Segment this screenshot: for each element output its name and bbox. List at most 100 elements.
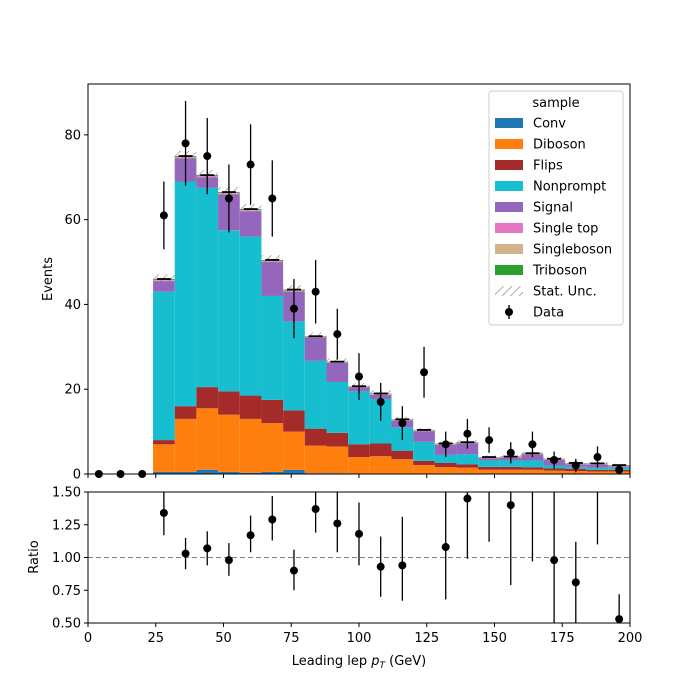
bar-conv xyxy=(174,471,197,474)
bar-diboson xyxy=(153,444,175,472)
bar-nonprompt xyxy=(174,181,197,407)
ratio-y-axis-label: Ratio xyxy=(27,540,42,573)
bar-nonprompt xyxy=(153,291,175,441)
ratio-point xyxy=(333,519,342,528)
bar-flips xyxy=(586,469,609,472)
x-tick-label: 200 xyxy=(618,631,643,646)
bar-signal xyxy=(521,454,544,461)
ratio-point xyxy=(246,531,255,540)
data-point xyxy=(593,453,602,462)
ratio-point xyxy=(203,544,212,553)
data-point xyxy=(506,448,515,457)
ratio-point xyxy=(355,529,363,538)
bar-nonprompt xyxy=(304,360,327,429)
data-point xyxy=(203,152,212,161)
ratio-y-tick-label: 1.25 xyxy=(52,518,81,533)
data-point xyxy=(224,194,233,203)
bar-signal xyxy=(239,211,262,237)
bar-flips xyxy=(413,460,435,466)
ratio-point xyxy=(268,515,277,524)
bar-flips xyxy=(261,399,284,424)
ratio-point xyxy=(615,615,624,624)
bar-diboson xyxy=(521,469,544,474)
bar-conv xyxy=(196,469,219,474)
ratio-point xyxy=(181,549,190,558)
bar-signal xyxy=(261,262,284,296)
y-tick-label: 40 xyxy=(64,298,81,313)
bar-diboson xyxy=(391,459,414,474)
top-x-ticks xyxy=(87,474,631,478)
data-point xyxy=(485,436,494,445)
bar-nonprompt xyxy=(456,454,479,465)
ratio-point xyxy=(571,578,580,587)
bar-flips xyxy=(239,395,262,419)
data-point xyxy=(246,160,255,169)
x-tick-label: 50 xyxy=(215,631,232,646)
bar-diboson xyxy=(369,456,392,474)
ratio-point xyxy=(506,501,515,510)
bar-diboson xyxy=(283,431,305,470)
bar-nonprompt xyxy=(218,230,240,392)
bar-nonprompt xyxy=(369,398,392,444)
x-tick-label: 0 xyxy=(84,631,92,646)
bar-signal xyxy=(478,458,500,461)
bar-nonprompt xyxy=(499,460,522,467)
legend-swatch xyxy=(495,160,523,170)
bar-signal xyxy=(153,281,175,292)
legend-swatch-unc xyxy=(495,286,523,296)
legend-label: Single top xyxy=(533,222,598,237)
data-point xyxy=(398,419,407,428)
data-point xyxy=(159,211,168,220)
bar-diboson xyxy=(499,469,522,474)
bar-flips xyxy=(499,466,522,470)
data-point xyxy=(528,440,537,449)
bar-flips xyxy=(196,387,219,409)
ratio-point xyxy=(311,505,320,514)
bar-diboson xyxy=(304,445,327,474)
bar-diboson xyxy=(413,465,435,474)
bar-diboson xyxy=(326,446,349,474)
legend-swatch xyxy=(495,223,523,233)
data-point xyxy=(181,139,190,148)
y-tick-label: 20 xyxy=(64,383,81,398)
legend-swatch xyxy=(495,181,523,191)
data-point xyxy=(420,368,429,377)
x-axis-label-unit: (GeV) xyxy=(389,654,426,669)
data-point xyxy=(550,456,559,465)
x-tick-label: 100 xyxy=(347,631,372,646)
top-y-axis-label: Events xyxy=(41,257,56,301)
ratio-y-tick-label: 0.50 xyxy=(52,617,81,632)
data-point xyxy=(571,461,580,470)
legend-label: Triboson xyxy=(532,264,587,279)
bar-flips xyxy=(218,391,240,415)
bar-diboson xyxy=(196,408,219,470)
legend: sample Conv Diboson Flips Nonprompt Signal Si… xyxy=(488,90,624,326)
legend-title: sample xyxy=(532,96,579,111)
bar-conv xyxy=(153,471,175,474)
legend-swatch xyxy=(495,202,523,212)
y-tick-label: 60 xyxy=(64,213,81,228)
bar-nonprompt xyxy=(521,460,544,468)
bar-nonprompt xyxy=(261,295,284,400)
ratio-point xyxy=(289,566,298,575)
legend-label: Singleboson xyxy=(533,243,612,258)
bar-flips xyxy=(369,443,392,457)
bar-signal xyxy=(326,362,349,383)
bar-diboson xyxy=(434,467,457,474)
y-tick-label: 80 xyxy=(64,128,81,143)
bar-diboson xyxy=(218,414,240,472)
ratio-y-tick-label: 1.50 xyxy=(52,486,81,501)
bar-diboson xyxy=(456,467,479,474)
data-point xyxy=(463,429,472,438)
x-tick-label: 125 xyxy=(414,631,439,646)
bar-signal xyxy=(304,337,327,361)
bar-diboson xyxy=(543,470,565,474)
bar-flips xyxy=(174,406,197,419)
data-point xyxy=(268,194,277,203)
legend-swatch xyxy=(495,244,523,254)
legend-label: Signal xyxy=(533,201,573,216)
data-point xyxy=(355,372,363,381)
bar-nonprompt xyxy=(413,441,435,461)
bar-nonprompt xyxy=(478,460,500,467)
bar-conv xyxy=(261,471,284,474)
